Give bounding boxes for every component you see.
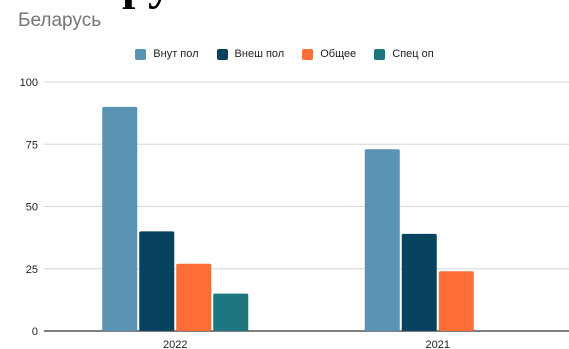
bar bbox=[213, 293, 249, 331]
x-category-label: 2021 bbox=[426, 339, 450, 349]
legend-item: Внут пол bbox=[135, 45, 199, 63]
legend-label: Общее bbox=[320, 48, 357, 60]
legend-item: Внеш пол bbox=[216, 45, 285, 63]
chart-legend: Внут пол Внеш пол Общее Спец оп bbox=[0, 45, 569, 63]
y-tick-label: 0 bbox=[32, 326, 38, 338]
bar bbox=[401, 233, 437, 331]
legend-item: Общее bbox=[302, 45, 356, 63]
x-category-label: 2022 bbox=[163, 339, 187, 349]
legend-swatch bbox=[374, 48, 386, 60]
bar bbox=[102, 106, 138, 332]
legend-swatch bbox=[302, 48, 314, 60]
legend-label: Внут пол bbox=[153, 48, 199, 60]
y-tick-label: 25 bbox=[26, 264, 38, 276]
chart-title: Беларусь bbox=[18, 10, 102, 31]
legend-swatch bbox=[135, 48, 147, 60]
bar bbox=[438, 271, 474, 331]
legend-label: Спец оп bbox=[392, 48, 434, 60]
legend-swatch bbox=[216, 48, 228, 60]
bar bbox=[364, 149, 400, 331]
bar bbox=[176, 263, 212, 331]
y-tick-label: 50 bbox=[26, 202, 38, 214]
legend-label: Внеш пол bbox=[234, 48, 285, 60]
y-tick-label: 100 bbox=[20, 77, 38, 89]
legend-item: Спец оп bbox=[374, 45, 434, 63]
cut-off-heading: Беларусь bbox=[18, 0, 217, 8]
y-tick-label: 75 bbox=[26, 139, 38, 151]
bar bbox=[139, 231, 175, 331]
